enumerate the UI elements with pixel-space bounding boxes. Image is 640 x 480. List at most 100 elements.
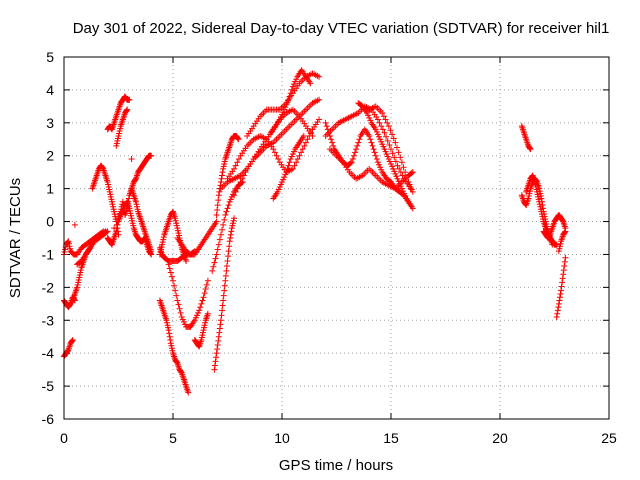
data-point-plus-marker (235, 136, 242, 143)
data-point-plus-marker (176, 305, 183, 312)
data-point-plus-marker (555, 300, 562, 307)
data-point-plus-marker (275, 156, 282, 163)
data-point-plus-marker (307, 80, 314, 87)
series-t34 (523, 172, 560, 248)
y-tick-label: 2 (46, 148, 54, 164)
x-tick-label: 0 (60, 430, 68, 446)
series-t16 (174, 218, 220, 258)
chart-title: Day 301 of 2022, Sidereal Day-to-day VTE… (73, 20, 610, 37)
data-point-plus-marker (285, 96, 292, 103)
data-point-plus-marker (316, 116, 323, 123)
data-point-plus-marker (217, 231, 224, 238)
data-point-plus-marker (398, 159, 405, 166)
data-point-plus-marker (301, 142, 308, 149)
data-point-plus-marker (553, 241, 560, 248)
data-point-plus-marker (382, 116, 389, 123)
data-point-plus-marker (234, 135, 241, 142)
series-t27 (322, 119, 416, 212)
data-point-plus-marker (198, 300, 205, 307)
series-t30 (355, 100, 414, 209)
data-point-plus-marker (199, 297, 206, 304)
data-point-plus-marker (196, 307, 203, 314)
data-point-plus-marker (231, 192, 238, 199)
data-point-plus-marker (217, 317, 224, 324)
data-point-plus-marker (289, 165, 296, 172)
data-point-plus-marker (330, 142, 337, 149)
data-point-plus-marker (384, 119, 391, 126)
data-point-plus-marker (224, 205, 231, 212)
data-point-plus-marker (175, 301, 182, 308)
data-point-plus-marker (231, 215, 238, 222)
data-point-plus-marker (225, 253, 232, 260)
data-point-plus-marker (560, 271, 567, 278)
data-point-plus-marker (226, 238, 233, 245)
data-point-plus-marker (173, 292, 180, 299)
data-point-plus-marker (285, 162, 292, 169)
series-t18 (211, 215, 238, 373)
data-point-plus-marker (387, 127, 394, 134)
data-point-plus-marker (403, 174, 410, 181)
data-point-plus-marker (555, 304, 562, 311)
y-axis-label: SDTVAR / TECUs (7, 178, 24, 298)
x-tick-label: 10 (274, 430, 290, 446)
data-point-plus-marker (352, 149, 359, 156)
data-point-plus-marker (166, 330, 173, 337)
data-point-plus-marker (559, 279, 566, 286)
data-point-plus-marker (217, 321, 224, 328)
data-point-plus-marker (270, 146, 277, 153)
data-point-plus-marker (561, 258, 568, 265)
data-point-plus-marker (232, 162, 239, 169)
data-point-plus-marker (309, 132, 316, 139)
data-point-plus-marker (386, 142, 393, 149)
data-point-plus-marker (128, 156, 135, 163)
data-point-plus-marker (227, 235, 234, 241)
data-point-plus-marker (350, 152, 357, 159)
data-point-plus-marker (212, 255, 219, 262)
data-point-plus-marker (166, 265, 173, 272)
data-point-plus-marker (391, 154, 398, 161)
data-point-plus-marker (234, 159, 241, 166)
data-point-plus-marker (200, 294, 207, 301)
data-point-plus-marker (400, 164, 407, 171)
data-point-plus-marker (215, 197, 222, 204)
data-point-plus-marker (185, 389, 192, 396)
data-point-plus-marker (219, 169, 226, 176)
data-point-plus-marker (557, 290, 564, 297)
data-point-plus-marker (202, 286, 209, 293)
data-point-plus-marker (224, 258, 231, 265)
data-point-plus-marker (227, 231, 234, 238)
data-point-plus-marker (219, 302, 226, 309)
data-point-plus-marker (217, 179, 224, 186)
data-point-plus-marker (234, 185, 241, 192)
data-point-plus-marker (171, 282, 178, 289)
series-stray (71, 156, 135, 232)
data-point-plus-marker (225, 248, 232, 255)
data-point-plus-marker (559, 275, 566, 282)
series-t35 (540, 211, 569, 241)
data-point-plus-marker (392, 139, 399, 146)
data-point-plus-marker (221, 282, 228, 289)
data-point-plus-marker (273, 152, 280, 159)
x-tick-label: 25 (601, 430, 617, 446)
data-point-plus-marker (396, 165, 403, 172)
data-point-plus-marker (214, 246, 221, 253)
data-point-plus-marker (223, 208, 230, 215)
data-point-plus-marker (240, 172, 247, 179)
series-t37 (555, 228, 569, 255)
data-point-plus-marker (299, 146, 306, 153)
data-point-plus-marker (165, 261, 172, 268)
data-point-plus-marker (349, 156, 356, 163)
data-point-plus-marker (237, 179, 244, 186)
data-point-plus-marker (379, 109, 386, 116)
data-point-plus-marker (390, 135, 397, 142)
series-t11 (128, 185, 155, 255)
x-tick-label: 20 (492, 430, 508, 446)
data-point-plus-marker (225, 202, 232, 209)
data-point-plus-marker (316, 96, 323, 103)
data-point-plus-marker (216, 188, 223, 195)
data-point-plus-marker (556, 297, 563, 304)
data-point-plus-marker (213, 350, 220, 357)
data-point-plus-marker (214, 202, 221, 209)
data-point-plus-marker (219, 307, 226, 314)
